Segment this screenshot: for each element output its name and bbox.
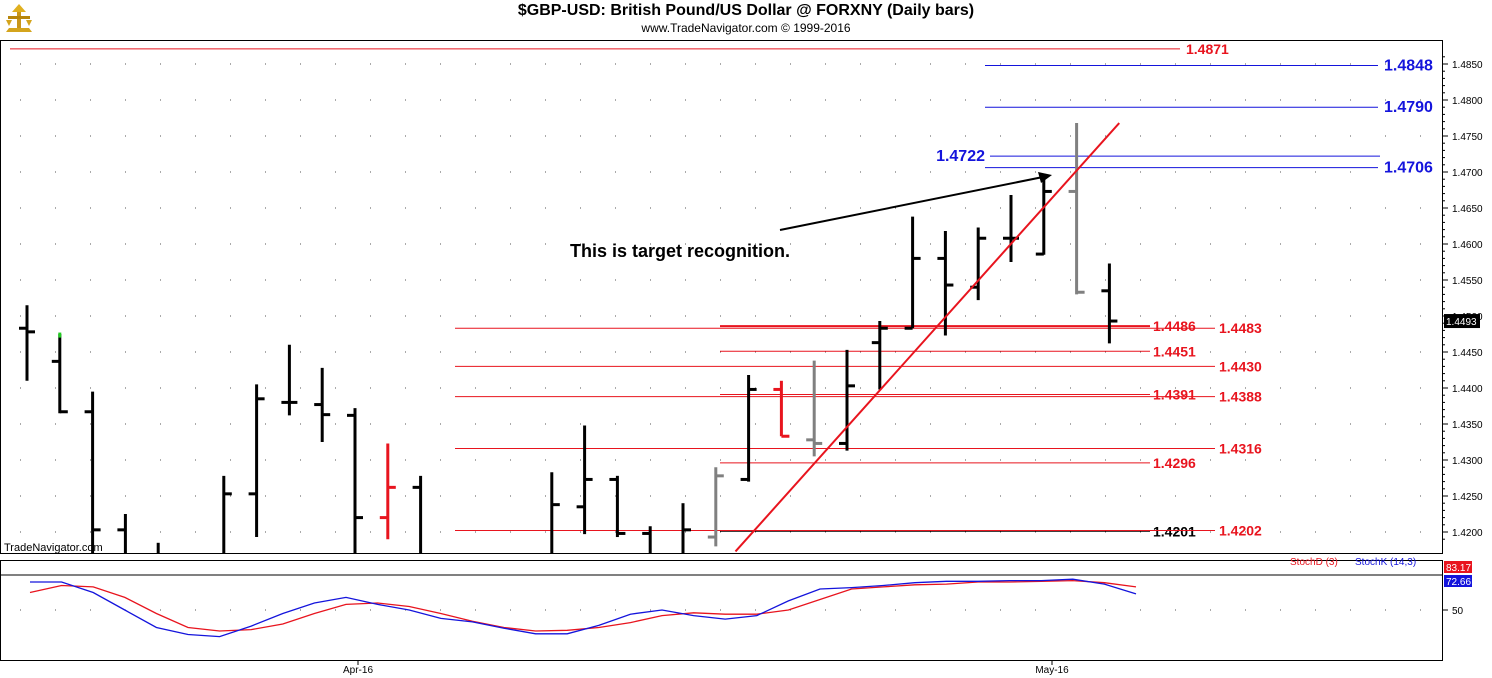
ohlc-bar (740, 375, 757, 482)
ohlc-bar (314, 367, 331, 442)
y-tick-label: 1.4750 (1452, 132, 1483, 143)
stoch-line-1 (30, 578, 1137, 638)
price-panel-frame (0, 40, 1443, 554)
y-tick-label: 1.4650 (1452, 204, 1483, 215)
stoch-last-box (1444, 575, 1472, 587)
ohlc-bar (1068, 123, 1085, 295)
y-tick-label: 1.4800 (1452, 96, 1483, 107)
level-label: 1.4451 (1153, 343, 1196, 359)
y-tick-label: 1.4350 (1452, 420, 1483, 431)
stoch-legend-label: StochD (3) (1290, 557, 1338, 568)
annotation-arrowhead (1038, 172, 1052, 183)
tradenavigator-logo-icon (6, 4, 32, 32)
annotation-text: This is target recognition. (570, 241, 790, 261)
stoch-last-box (1444, 561, 1472, 573)
chart-title: $GBP-USD: British Pound/US Dollar @ FORX… (517, 2, 975, 19)
level-label: 1.4722 (936, 148, 985, 165)
x-tick-label: Apr-16 (343, 665, 373, 676)
ohlc-bar (609, 475, 626, 538)
y-tick-label: 1.4250 (1452, 492, 1483, 503)
ohlc-bar (1003, 195, 1019, 262)
y-tick-label: 1.4700 (1452, 168, 1483, 179)
level-label: 1.4202 (1219, 523, 1262, 539)
ohlc-bar (222, 475, 232, 553)
ohlc-bar (412, 475, 423, 553)
y-tick-label: 1.4400 (1452, 384, 1483, 395)
annotation-arrow (779, 175, 1049, 231)
level-label: 1.4430 (1219, 358, 1262, 374)
ohlc-bar (707, 467, 724, 547)
stoch-last-value: 72.66 (1446, 577, 1471, 588)
y-tick-label: 1.4450 (1452, 348, 1483, 359)
ohlc-bar (773, 380, 790, 438)
level-label: 1.4388 (1219, 389, 1262, 405)
level-label: 1.4790 (1384, 99, 1433, 116)
ohlc-bar (839, 349, 855, 451)
ohlc-bar (904, 216, 921, 330)
ohlc-bar (550, 472, 560, 553)
ohlc-bar (84, 391, 101, 553)
ohlc-bar (937, 231, 954, 336)
ohlc-bar (681, 503, 691, 553)
ohlc-bar (51, 334, 68, 414)
level-label: 1.4848 (1384, 57, 1433, 74)
ohlc-bar (19, 305, 35, 381)
stoch-legend-label: StochK (14,3) (1355, 557, 1416, 568)
stoch-last-value: 83.17 (1446, 563, 1471, 574)
ohlc-bar (576, 425, 593, 535)
ohlc-bar (1035, 173, 1052, 256)
ohlc-bar (806, 360, 823, 457)
ohlc-bar (117, 514, 127, 553)
trend-line (734, 122, 1120, 553)
level-label: 1.4391 (1153, 386, 1196, 402)
ohlc-bar (248, 384, 265, 538)
level-label: 1.4871 (1186, 41, 1229, 57)
level-label: 1.4296 (1153, 455, 1196, 471)
y-tick-label: 1.4200 (1452, 528, 1483, 539)
level-label: 1.4706 (1384, 160, 1433, 177)
ohlc-bar (1101, 263, 1118, 344)
stoch-y-tick-label: 50 (1452, 606, 1464, 617)
chart-subtitle: www.TradeNavigator.com © 1999-2016 (641, 21, 851, 35)
level-label: 1.4486 (1153, 318, 1196, 334)
stoch-line-0 (29, 579, 1137, 632)
level-label: 1.4483 (1219, 320, 1262, 336)
ohlc-bar (871, 321, 888, 390)
watermark: TradeNavigator.com (4, 542, 103, 554)
ohlc-bar (642, 526, 652, 553)
ohlc-bar (970, 227, 987, 301)
ohlc-bar (347, 408, 363, 553)
ohlc-bar (379, 443, 396, 540)
ohlc-bar (281, 344, 298, 416)
x-tick-label: May-16 (1035, 665, 1069, 676)
y-tick-label: 1.4550 (1452, 276, 1483, 287)
y-tick-label: 1.4850 (1452, 60, 1483, 71)
last-price-box (1444, 314, 1480, 329)
last-price-label: 1.4493 (1446, 317, 1477, 328)
level-label: 1.4316 (1219, 440, 1262, 456)
level-label: 1.4201 (1153, 523, 1196, 539)
y-tick-label: 1.4600 (1452, 240, 1483, 251)
y-tick-label: 1.4300 (1452, 456, 1483, 467)
